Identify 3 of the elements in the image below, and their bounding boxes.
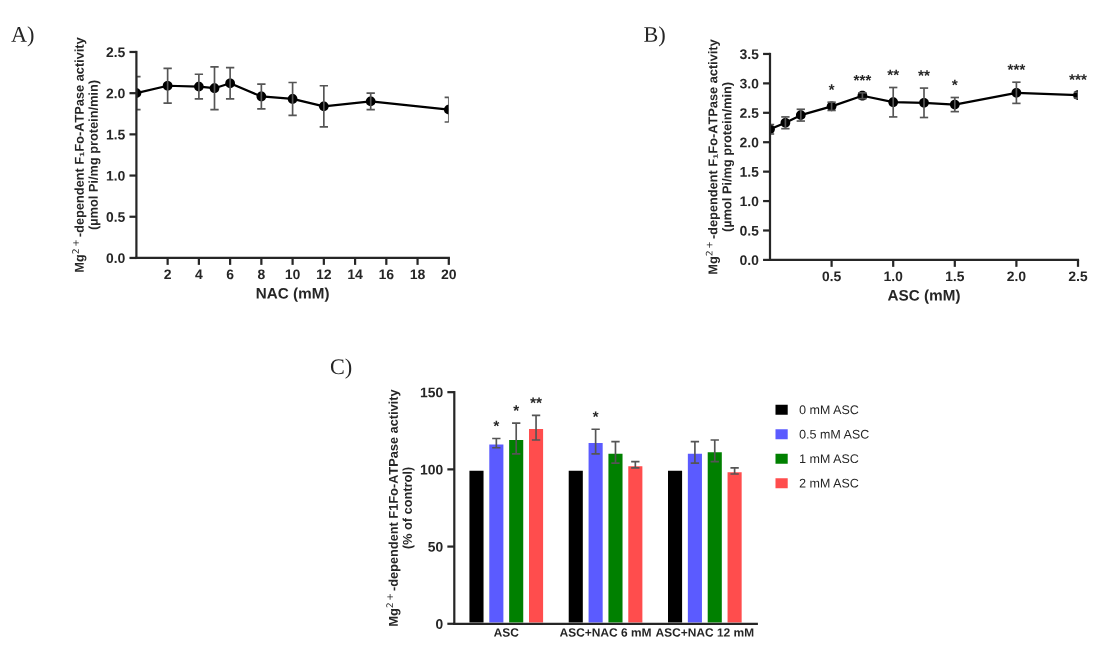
chart-title: B) xyxy=(644,26,665,47)
chart-title: C) xyxy=(330,358,352,379)
chart-title: A) xyxy=(11,26,34,47)
